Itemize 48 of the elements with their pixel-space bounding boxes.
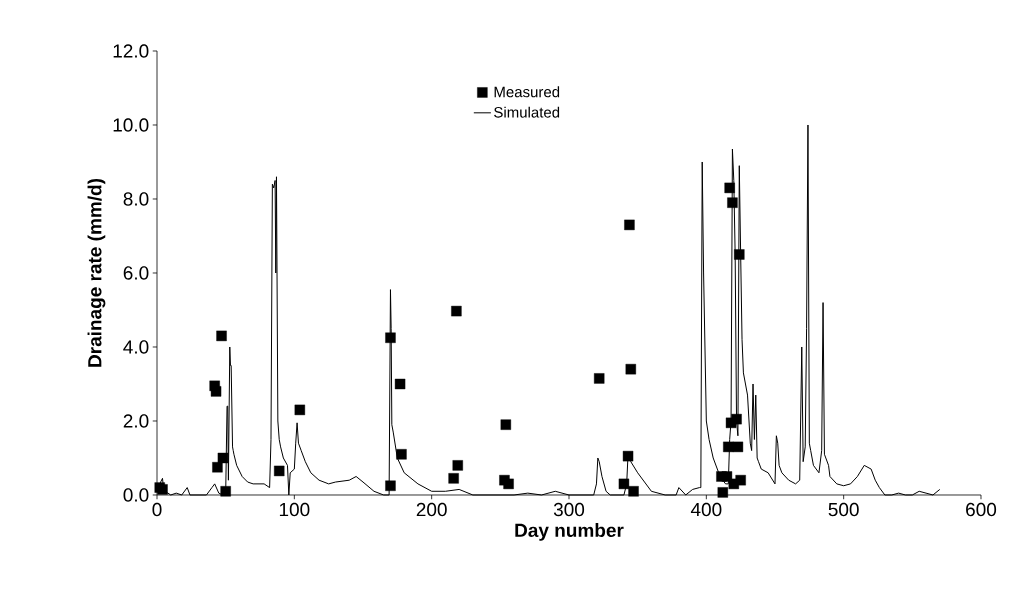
- point: [217, 452, 229, 464]
- point: [216, 330, 227, 342]
- point: [731, 413, 742, 425]
- point: [732, 441, 744, 453]
- point: [625, 363, 636, 375]
- y-tick-label: 4.0: [123, 340, 149, 354]
- point: [594, 373, 605, 384]
- point: [452, 460, 463, 471]
- point: [628, 486, 639, 497]
- x-tick-label: 200: [416, 502, 447, 517]
- point: [448, 473, 459, 484]
- point: [210, 386, 222, 397]
- y-tick-label: 0.0: [123, 488, 149, 502]
- x-axis-title: Day number: [515, 523, 624, 541]
- point: [724, 182, 735, 194]
- point: [717, 487, 729, 498]
- point: [385, 480, 396, 491]
- point: [503, 478, 514, 490]
- point: [451, 305, 462, 317]
- legend-label: Simulated: [494, 106, 560, 118]
- point: [212, 462, 223, 473]
- point: [622, 450, 634, 462]
- y-tick-label: 8.0: [123, 192, 149, 206]
- point: [735, 474, 746, 486]
- x-tick-label: 0: [152, 502, 162, 517]
- y-axis-title: Drainage rate (mm/d): [87, 178, 106, 367]
- legend-label: Measured: [494, 86, 560, 98]
- y-tick-label: 2.0: [123, 414, 149, 428]
- point: [727, 197, 738, 208]
- point: [274, 465, 285, 477]
- x-tick-label: 400: [690, 502, 722, 517]
- point: [618, 478, 630, 490]
- point: [294, 404, 306, 416]
- x-tick-label: 600: [966, 502, 997, 517]
- point: [385, 332, 396, 343]
- x-tick-label: 300: [553, 502, 585, 517]
- y-tick-label: 6.0: [123, 266, 149, 280]
- y-tick-label: 10.0: [113, 118, 149, 132]
- point: [220, 486, 231, 497]
- point: [723, 441, 734, 453]
- x-tick-label: 100: [279, 502, 310, 517]
- point: [396, 449, 407, 460]
- point: [624, 219, 635, 231]
- y-tick-label: 12.0: [113, 44, 149, 58]
- point: [394, 378, 406, 390]
- point: [500, 419, 512, 430]
- x-tick-label: 500: [828, 502, 859, 517]
- point: [734, 249, 745, 260]
